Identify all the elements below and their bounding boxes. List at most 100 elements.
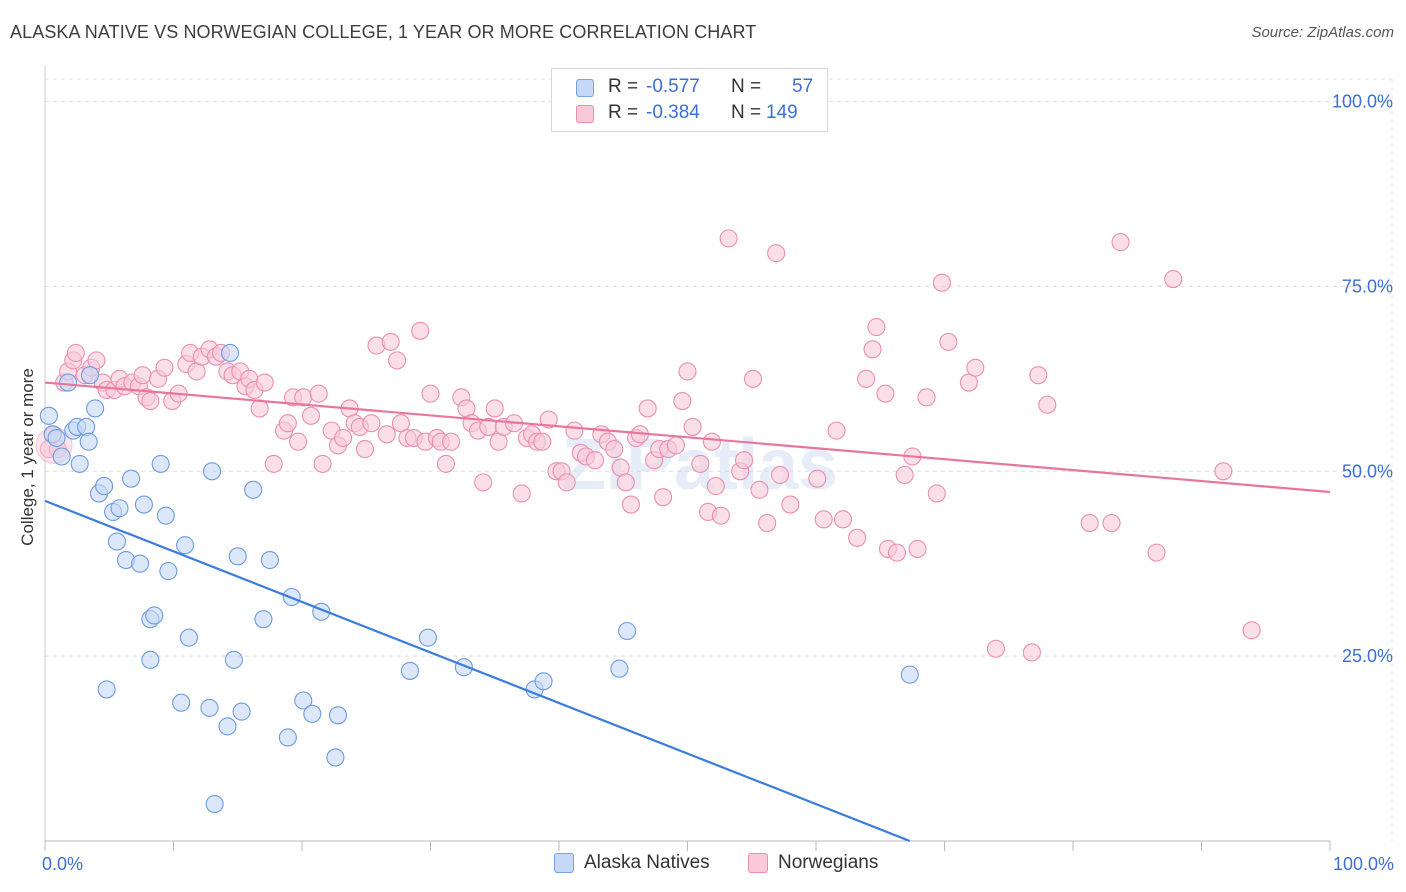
x-tick-label: 0.0% [42, 854, 83, 874]
norwegian-point [533, 432, 552, 451]
alaska-native-point [47, 428, 66, 448]
norwegian-point [808, 469, 827, 488]
norwegian-point [155, 358, 174, 377]
norwegian-point [932, 273, 951, 292]
alaska-native-point [59, 373, 78, 392]
norwegian-point [66, 343, 85, 363]
tick-labels: 25.0% 50.0% 75.0% 100.0% 0.0% 100.0% [42, 92, 1394, 874]
norwegian-point [638, 399, 657, 418]
norwegian-point [833, 510, 853, 529]
alaska-native-point [224, 650, 243, 669]
trend-lines [44, 381, 1331, 843]
legend-r-label: R = [608, 102, 639, 123]
norwegian-point [334, 428, 353, 448]
alaska-native-point [172, 693, 191, 712]
norwegian-point [887, 543, 907, 562]
norwegian-point [683, 417, 702, 436]
norwegian-point [908, 539, 927, 558]
legend-r-label: R = [608, 76, 639, 97]
norwegian-point [605, 440, 624, 459]
y-tick-label: 75.0% [1342, 276, 1393, 296]
alaska-native-point [39, 406, 58, 425]
alaska-native-point [52, 447, 71, 466]
norwegian-point [876, 384, 895, 403]
alaska-native-point [228, 547, 247, 566]
norwegian-point [719, 229, 738, 248]
x-tick-label: 100.0% [1333, 854, 1394, 874]
norwegian-point [770, 465, 790, 485]
legend-swatch-pink [576, 105, 594, 123]
norwegian-point [621, 495, 641, 514]
legend-r-value: -0.577 [646, 76, 700, 97]
alaska-native-point [618, 621, 637, 641]
alaska-native-point [179, 628, 198, 647]
norwegian-point [895, 465, 914, 485]
norwegian-point [734, 451, 754, 470]
norwegian-point [1242, 621, 1261, 640]
norwegian-point [673, 391, 692, 411]
norwegian-point [1214, 462, 1233, 481]
alaska-native-point [159, 562, 178, 581]
norwegian-point [557, 473, 576, 492]
norwegian-point [966, 358, 985, 377]
alaska-native-point [254, 610, 273, 629]
alaska-native-point [303, 704, 322, 723]
norwegian-point [1038, 395, 1057, 414]
norwegian-point [711, 506, 730, 525]
alaska-native-point [77, 417, 96, 436]
norwegian-point [362, 414, 381, 433]
norwegian-point [867, 318, 886, 337]
alaska-native-point [260, 550, 279, 570]
alaska-native-point [232, 702, 251, 721]
chart-title: ALASKA NATIVE VS NORWEGIAN COLLEGE, 1 YE… [10, 22, 757, 42]
norwegian-point [278, 414, 297, 433]
norwegian-point [133, 366, 152, 385]
alaska-native-point [278, 728, 297, 747]
norwegian-point [857, 369, 876, 388]
norwegian-point [939, 332, 958, 351]
y-tick-label: 100.0% [1332, 92, 1393, 112]
alaska-native-point [110, 499, 129, 518]
norwegian-point [986, 639, 1005, 658]
alaska-native-point [151, 454, 170, 473]
norwegian-point [1022, 643, 1041, 662]
alaska-native-point [176, 536, 195, 555]
alaska-native-point [97, 680, 116, 699]
norwegian-point [436, 454, 455, 473]
norwegian-point [442, 432, 461, 451]
bottom-legend-swatch-blue [554, 853, 574, 873]
norwegian-point [264, 454, 283, 473]
norwegian-point [421, 384, 440, 403]
alaska-native-point [107, 532, 127, 551]
correlation-legend: R = -0.577 N = 57 R = -0.384 N = 149 [551, 68, 828, 132]
norwegian-point [377, 425, 396, 444]
alaska-native-point [218, 717, 237, 736]
norwegian-point [388, 351, 407, 370]
alaska-native-point [400, 661, 419, 680]
norwegian-point [616, 473, 635, 492]
norwegian-point [255, 373, 274, 392]
legend-n-label: N = [731, 76, 762, 97]
norwegians-trend-line [44, 381, 1331, 494]
norwegian-point [250, 399, 269, 418]
norwegian-point [474, 473, 493, 492]
norwegian-point [917, 388, 936, 407]
alaska-native-point [244, 480, 263, 499]
legend-n-label: N = [731, 102, 762, 123]
norwegian-point [381, 332, 400, 351]
alaska-native-point [205, 794, 224, 814]
alaska-native-point [141, 650, 160, 669]
legend-n-value: 57 [792, 76, 814, 97]
alaska-native-point [86, 399, 105, 418]
norwegian-point [654, 488, 673, 507]
alaska-native-point [156, 506, 175, 525]
legend-swatch-blue [576, 79, 594, 97]
bottom-legend-label: Alaska Natives [584, 852, 710, 873]
norwegian-point [1102, 513, 1121, 533]
norwegian-point [1080, 513, 1099, 533]
norwegian-point [927, 484, 946, 503]
bottom-legend-swatch-pink [748, 853, 768, 873]
alaska-native-point [294, 691, 313, 710]
norwegian-point [758, 513, 777, 533]
alaska-native-point [328, 706, 348, 725]
